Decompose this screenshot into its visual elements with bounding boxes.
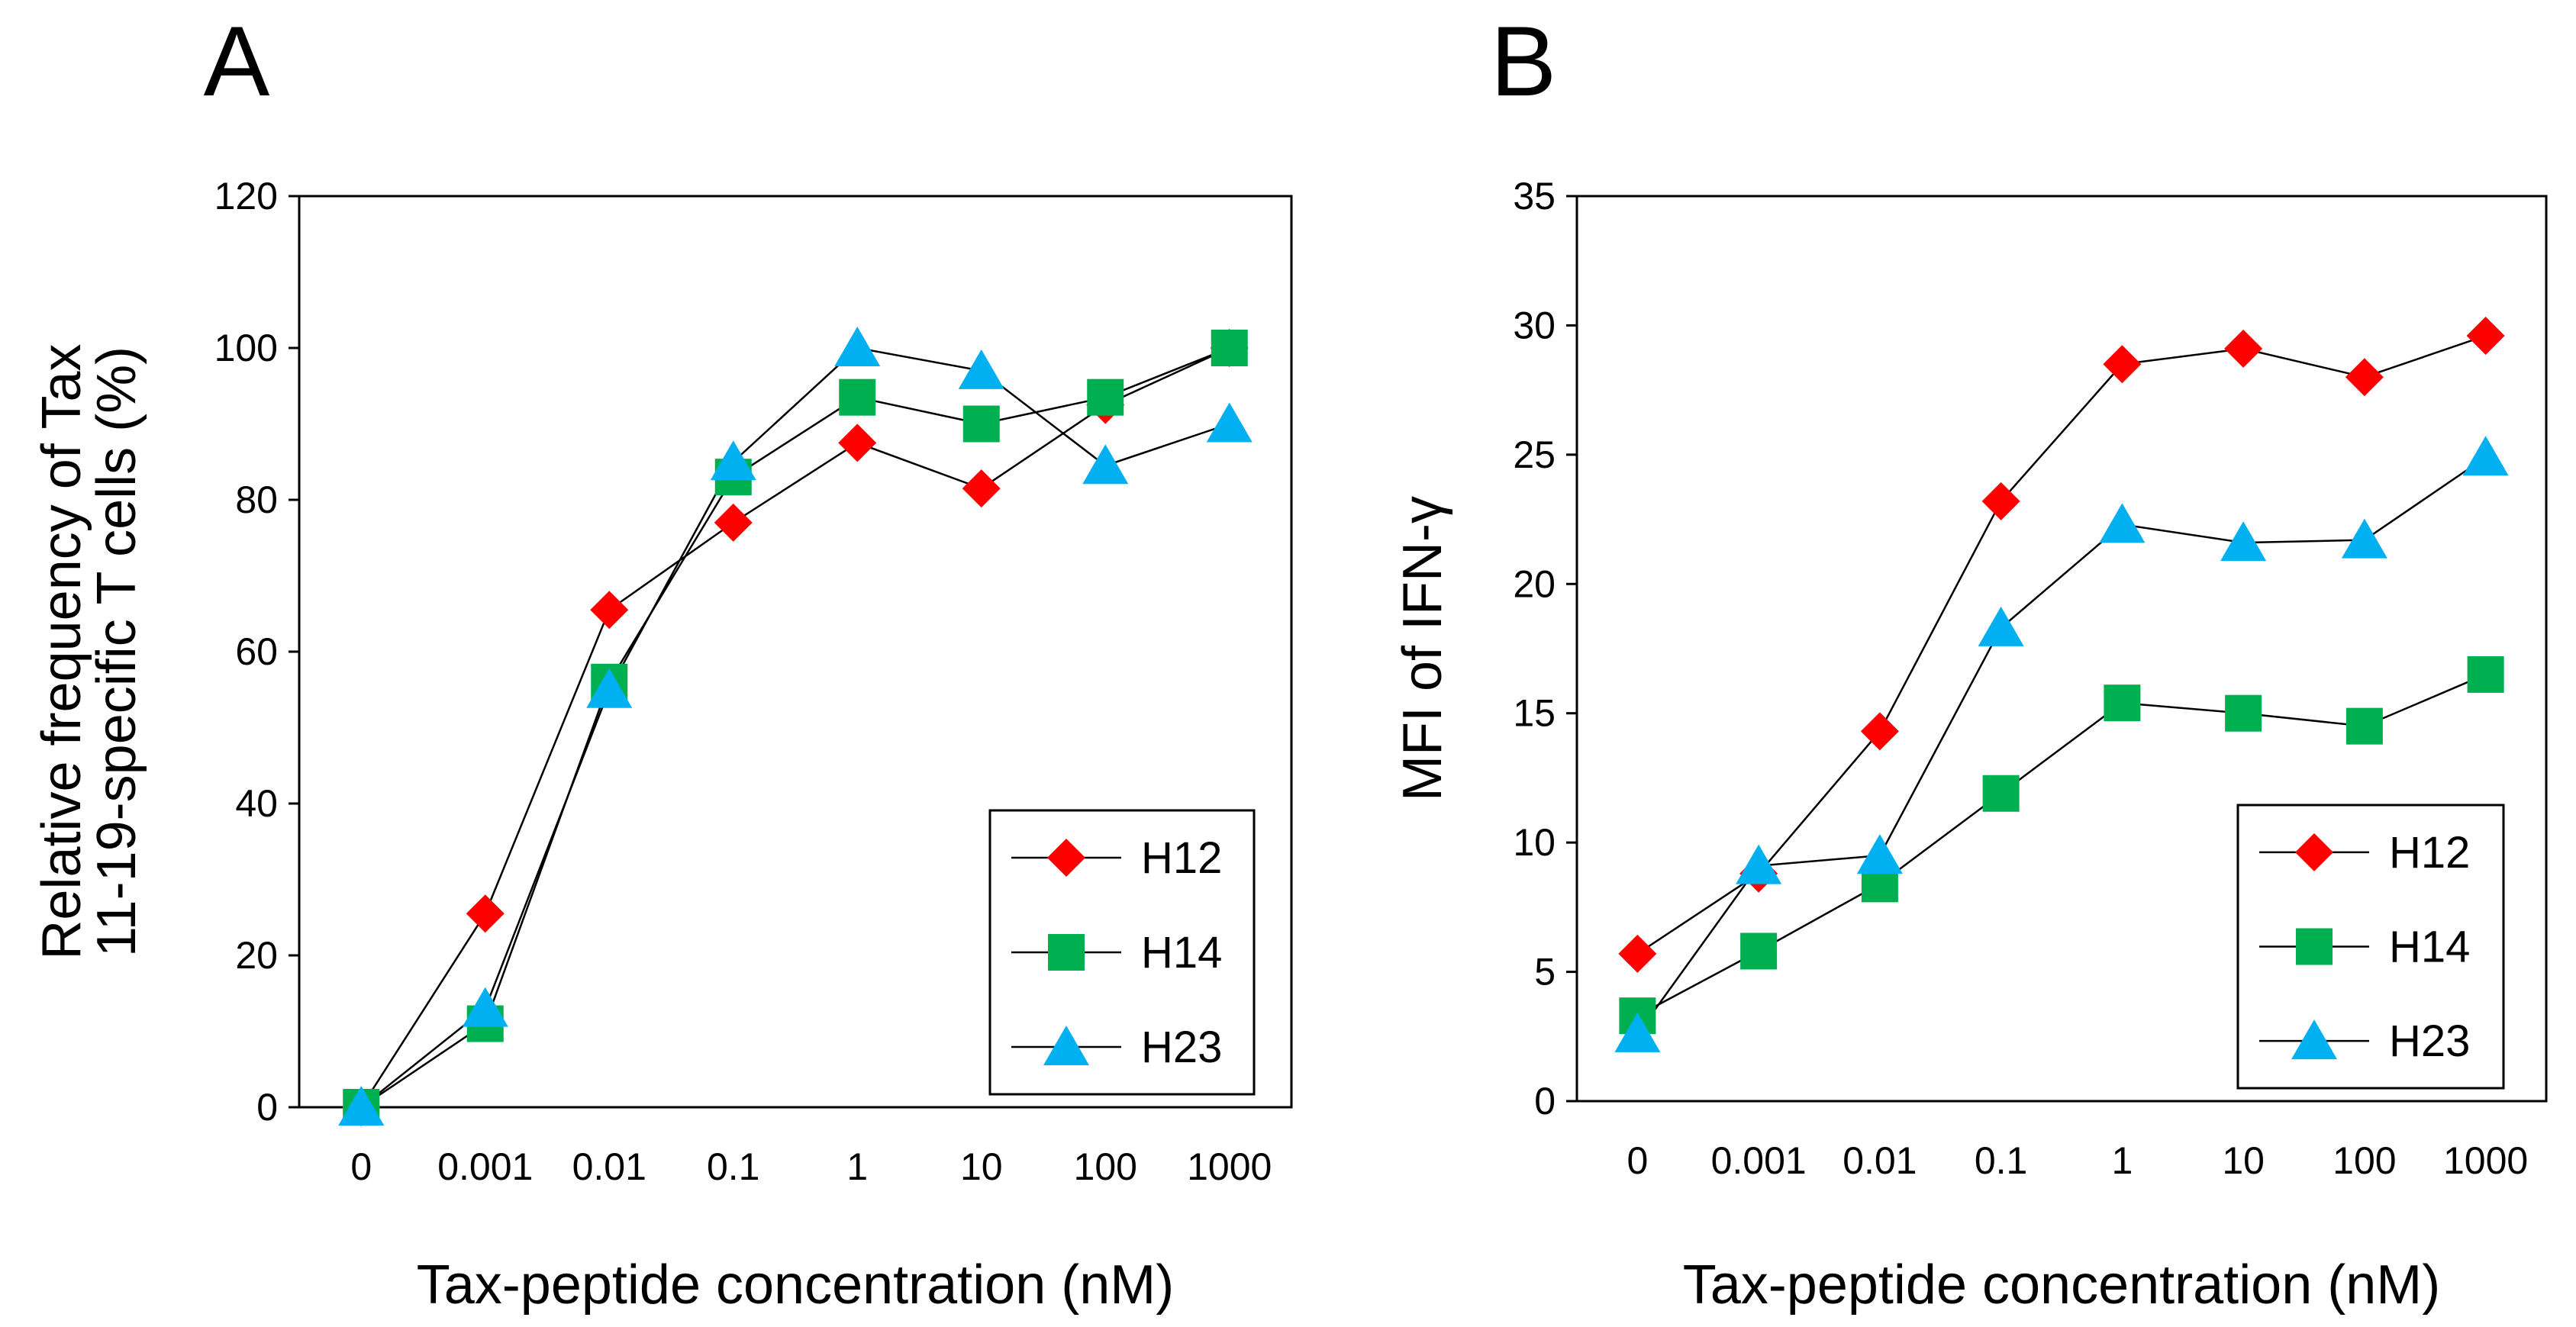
data-point-h14 xyxy=(962,405,1000,443)
data-point-h14 xyxy=(1740,932,1778,970)
x-tick-label: 100 xyxy=(2333,1139,2396,1182)
y-tick-label: 10 xyxy=(1513,821,1556,864)
data-point-h14 xyxy=(2467,655,2504,693)
data-point-h12 xyxy=(2224,329,2263,368)
series-line-h23 xyxy=(360,346,1230,1108)
x-tick-label: 0 xyxy=(350,1145,372,1188)
data-point-h14 xyxy=(1211,330,1248,366)
legend-label: H14 xyxy=(1141,928,1222,978)
data-point-h12 xyxy=(590,591,629,630)
legend-marker-h14 xyxy=(2296,928,2333,965)
x-tick-label: 0.1 xyxy=(1975,1139,2028,1182)
data-point-h12 xyxy=(714,503,753,542)
x-tick-label: 0.01 xyxy=(572,1145,646,1188)
plot-frame xyxy=(1575,195,2548,1103)
legend-marker-h12 xyxy=(1047,839,1085,877)
x-axis-title: Tax-peptide concentration (nM) xyxy=(1683,1255,2441,1316)
x-tick-label: 0.01 xyxy=(1843,1139,1917,1182)
data-point-h23 xyxy=(1736,844,1782,884)
y-tick-label: 30 xyxy=(1513,304,1556,346)
series-line-h12 xyxy=(360,346,1230,1108)
y-tick-label: 60 xyxy=(235,630,278,673)
y-axis-title: Relative frequency of Tax xyxy=(31,343,92,959)
legend-marker-h23 xyxy=(1043,1026,1089,1065)
data-point-h23 xyxy=(338,1086,385,1126)
legend-marker-h23 xyxy=(2291,1019,2337,1060)
legend-label: H12 xyxy=(1141,833,1222,883)
data-point-h12 xyxy=(2103,345,2142,384)
data-point-h23 xyxy=(1978,606,2024,646)
data-point-h23 xyxy=(1082,444,1129,485)
series-line-h14 xyxy=(1636,673,2487,1017)
series-line-h23 xyxy=(1636,456,2487,1035)
data-point-h23 xyxy=(958,349,1004,389)
legend-marker-h14 xyxy=(1048,934,1085,971)
data-point-h14 xyxy=(1982,775,2020,812)
legend-label: H12 xyxy=(2389,828,2470,878)
data-point-h14 xyxy=(2225,694,2262,732)
y-tick-label: 80 xyxy=(235,478,278,521)
data-point-h23 xyxy=(1856,834,1903,874)
data-point-h12 xyxy=(1860,712,1899,751)
x-tick-label: 1000 xyxy=(1187,1145,1272,1188)
data-point-h23 xyxy=(2462,436,2509,476)
data-point-h12 xyxy=(838,424,877,462)
series-line-h14 xyxy=(360,346,1230,1109)
legend-label: H14 xyxy=(2389,923,2470,972)
y-tick-label: 5 xyxy=(1534,951,1556,994)
x-tick-label: 1000 xyxy=(2443,1139,2528,1182)
data-point-h23 xyxy=(834,327,881,366)
chart-panel-b: B 0 5 10 15 20 25 30 35 0 0.001 0.01 0.1 1 10 100 1000 Ta… xyxy=(1392,5,2548,1316)
legend-label: H23 xyxy=(2389,1016,2470,1066)
y-tick-label: 25 xyxy=(1513,433,1556,476)
data-point-h14 xyxy=(2104,684,2141,722)
data-point-h12 xyxy=(1981,482,2020,520)
y-tick-label: 100 xyxy=(214,327,278,369)
x-tick-label: 10 xyxy=(2222,1139,2265,1182)
data-point-h23 xyxy=(2099,503,2146,543)
data-point-h23 xyxy=(586,668,633,708)
data-point-h12 xyxy=(2466,316,2505,355)
data-point-h14 xyxy=(1087,378,1124,416)
data-point-h23 xyxy=(1614,1012,1661,1052)
data-point-h23 xyxy=(710,440,756,481)
data-point-h23 xyxy=(2341,518,2387,559)
chart-panel-a: A 0 20 40 60 80 100 120 0 0.001 0.01 0.1 1 10 100 1000 T… xyxy=(31,5,1293,1316)
y-axis-title: 11-19-specific T cells (%) xyxy=(86,346,147,957)
data-point-h12 xyxy=(1618,934,1657,973)
data-point-h23 xyxy=(2220,521,2267,562)
legend-label: H23 xyxy=(1141,1023,1222,1072)
data-point-h12 xyxy=(466,894,505,933)
y-tick-label: 0 xyxy=(1534,1080,1556,1122)
y-tick-label: 20 xyxy=(1513,562,1556,605)
panel-label: A xyxy=(204,5,270,117)
data-point-h14 xyxy=(839,378,876,416)
x-tick-label: 10 xyxy=(960,1145,1003,1188)
data-point-h14 xyxy=(2345,707,2383,745)
y-axis-title: MFI of IFN-γ xyxy=(1392,496,1453,801)
y-tick-label: 20 xyxy=(235,934,278,977)
x-axis-title: Tax-peptide concentration (nM) xyxy=(417,1255,1175,1316)
panel-label: B xyxy=(1491,5,1557,117)
x-tick-label: 0 xyxy=(1627,1139,1648,1182)
x-tick-label: 0.001 xyxy=(437,1145,533,1188)
x-tick-label: 0.1 xyxy=(707,1145,760,1188)
y-tick-label: 0 xyxy=(256,1086,278,1129)
series-line-h12 xyxy=(1636,334,2487,955)
y-tick-label: 15 xyxy=(1513,692,1556,735)
data-point-h23 xyxy=(1206,402,1253,443)
data-point-h12 xyxy=(962,469,1001,508)
legend-marker-h12 xyxy=(2295,833,2333,871)
data-point-h12 xyxy=(2345,358,2384,397)
y-tick-label: 35 xyxy=(1513,175,1556,217)
x-tick-label: 0.001 xyxy=(1711,1139,1807,1182)
x-tick-label: 1 xyxy=(846,1145,868,1188)
y-tick-label: 120 xyxy=(214,175,278,217)
data-point-h23 xyxy=(462,987,508,1027)
x-tick-label: 100 xyxy=(1074,1145,1137,1188)
y-tick-label: 40 xyxy=(235,782,278,825)
x-tick-label: 1 xyxy=(2111,1139,2133,1182)
